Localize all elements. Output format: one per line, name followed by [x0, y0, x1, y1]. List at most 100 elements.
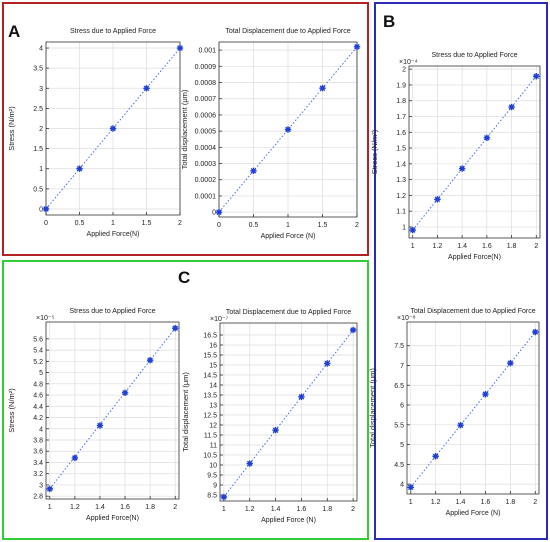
y-axis-label: Stress (N/m²)	[370, 129, 379, 174]
chart-a-stress: 0 0.5 1 1.5 2 0 0.5 1 1.5 2 2.5 3 3.5 4 Stress due to …	[7, 28, 184, 238]
y-tick-label: 10.5	[203, 453, 217, 460]
star-marker	[71, 454, 79, 462]
star-marker	[407, 484, 414, 491]
data-point	[176, 44, 184, 52]
y-tick-label: 4.2	[33, 415, 43, 422]
plot-frame	[408, 65, 541, 239]
data-point	[507, 359, 514, 367]
panel-b-frame	[374, 2, 548, 540]
y-tick-label: 1.5	[33, 146, 43, 153]
y-tick-label: 15	[209, 363, 217, 370]
x-tick-label: 1.6	[481, 499, 491, 506]
y-tick-label: 10	[209, 463, 217, 470]
star-marker	[146, 357, 154, 364]
y-tick-label: 1.1	[396, 209, 406, 216]
x-tick-label: 1.8	[322, 506, 332, 513]
y-tick-label: 1.3	[396, 177, 406, 184]
y-tick-label: 3.4	[33, 460, 43, 467]
data-point	[96, 422, 104, 429]
y-axis-label: Total displacement (μm)	[181, 372, 190, 452]
star-marker	[482, 390, 489, 398]
x-tick-label: 1.4	[95, 504, 105, 511]
y-tick-label: 5.5	[394, 422, 404, 429]
plot-area	[46, 322, 179, 499]
star-marker	[250, 167, 257, 175]
y-axis-multiplier: ×10⁻⁸	[397, 315, 416, 322]
data-point	[246, 460, 253, 467]
y-tick-label: 0.0004	[195, 145, 217, 152]
star-marker	[176, 44, 184, 52]
panel-c-frame	[2, 260, 369, 540]
x-tick-label: 1	[111, 220, 115, 227]
star-marker	[507, 359, 514, 367]
y-tick-label: 14.5	[203, 373, 217, 380]
y-tick-label: 9	[213, 483, 217, 490]
y-tick-label: 4.8	[33, 381, 43, 388]
y-tick-label: 0.0001	[195, 193, 217, 200]
y-tick-label: 15.5	[203, 353, 217, 360]
x-tick-label: 1	[286, 222, 290, 229]
y-tick-label: 0.0009	[195, 64, 217, 71]
star-marker	[109, 125, 117, 132]
y-axis-multiplier: ×10⁻⁴	[399, 59, 418, 66]
star-marker	[284, 126, 292, 133]
data-point	[42, 205, 50, 213]
y-tick-label: 13	[209, 403, 217, 410]
data-point	[146, 357, 154, 364]
x-tick-label: 1.2	[245, 506, 255, 513]
y-tick-label: 1	[39, 166, 43, 173]
y-tick-label: 0.001	[198, 48, 216, 55]
data-point	[143, 85, 150, 92]
y-tick-label: 0.0006	[195, 112, 217, 119]
chart-c-stress: 1 1.2 1.4 1.6 1.8 2 2.8 3 3.2 3.4 3.6 3.8 4 4.2 4.4 4.6…	[7, 308, 180, 522]
data-point	[483, 134, 491, 141]
chart-title: Stress due to Applied Force	[432, 52, 518, 59]
fit-line	[412, 75, 537, 231]
y-tick-label: 3.2	[33, 471, 43, 478]
y-tick-label: 5	[400, 442, 404, 449]
y-tick-label: 5	[39, 370, 43, 377]
data-point	[121, 389, 129, 396]
data-point	[172, 324, 179, 332]
y-tick-label: 1.6	[396, 130, 406, 137]
y-tick-label: 4	[400, 482, 404, 489]
star-marker	[409, 226, 416, 234]
chart-b-displacement: 1 1.2 1.4 1.6 1.8 2 4 4.5 5 5.5 6 6.5 7 7.5 Total Disp…	[368, 308, 540, 517]
x-tick-label: 1.2	[433, 243, 443, 250]
y-tick-label: 7.5	[394, 343, 404, 350]
data-point	[46, 485, 53, 493]
data-point	[353, 43, 361, 51]
star-marker	[121, 389, 129, 396]
chart-a-displacement: 0 0.5 1 1.5 2 0 0.0001 0.0002 0.0003 0.0004 0.0005…	[180, 28, 361, 240]
x-axis-label: Applied Force(N)	[86, 515, 139, 522]
data-point	[109, 125, 117, 132]
data-point	[432, 453, 439, 460]
star-marker	[483, 134, 491, 141]
x-tick-label: 2	[355, 222, 359, 229]
y-tick-label: 4	[39, 46, 43, 53]
x-axis-label: Applied Force (N)	[261, 517, 316, 524]
x-tick-label: 1.4	[456, 499, 466, 506]
chart-title: Total Displacement due to Applied Force	[226, 309, 351, 316]
star-marker	[220, 493, 228, 501]
x-tick-label: 1	[222, 506, 226, 513]
y-axis-label: Total displacement (μm)	[368, 368, 377, 448]
data-point	[284, 126, 292, 133]
star-marker	[349, 326, 357, 334]
x-tick-label: 2	[351, 506, 355, 513]
fit-line	[218, 46, 358, 213]
panel-letter-b: B	[383, 12, 396, 31]
y-tick-label: 3	[39, 482, 43, 489]
y-tick-label: 14	[209, 383, 217, 390]
x-tick-label: 1.5	[142, 220, 152, 227]
chart-title: Total Displacement due to Applied Force	[410, 308, 535, 315]
y-tick-label: 2	[402, 67, 406, 74]
chart-c-displacement: 1 1.2 1.4 1.6 1.8 2 8.5 9 9.5 10 10.5 11 11.5 12 12.5 1…	[181, 309, 358, 524]
fit-line	[410, 331, 536, 488]
x-tick-label: 0.5	[249, 222, 259, 229]
star-marker	[96, 422, 104, 429]
star-marker	[434, 196, 441, 203]
y-tick-label: 1.8	[396, 98, 406, 105]
star-marker	[353, 43, 361, 51]
y-tick-label: 5.4	[33, 348, 43, 355]
